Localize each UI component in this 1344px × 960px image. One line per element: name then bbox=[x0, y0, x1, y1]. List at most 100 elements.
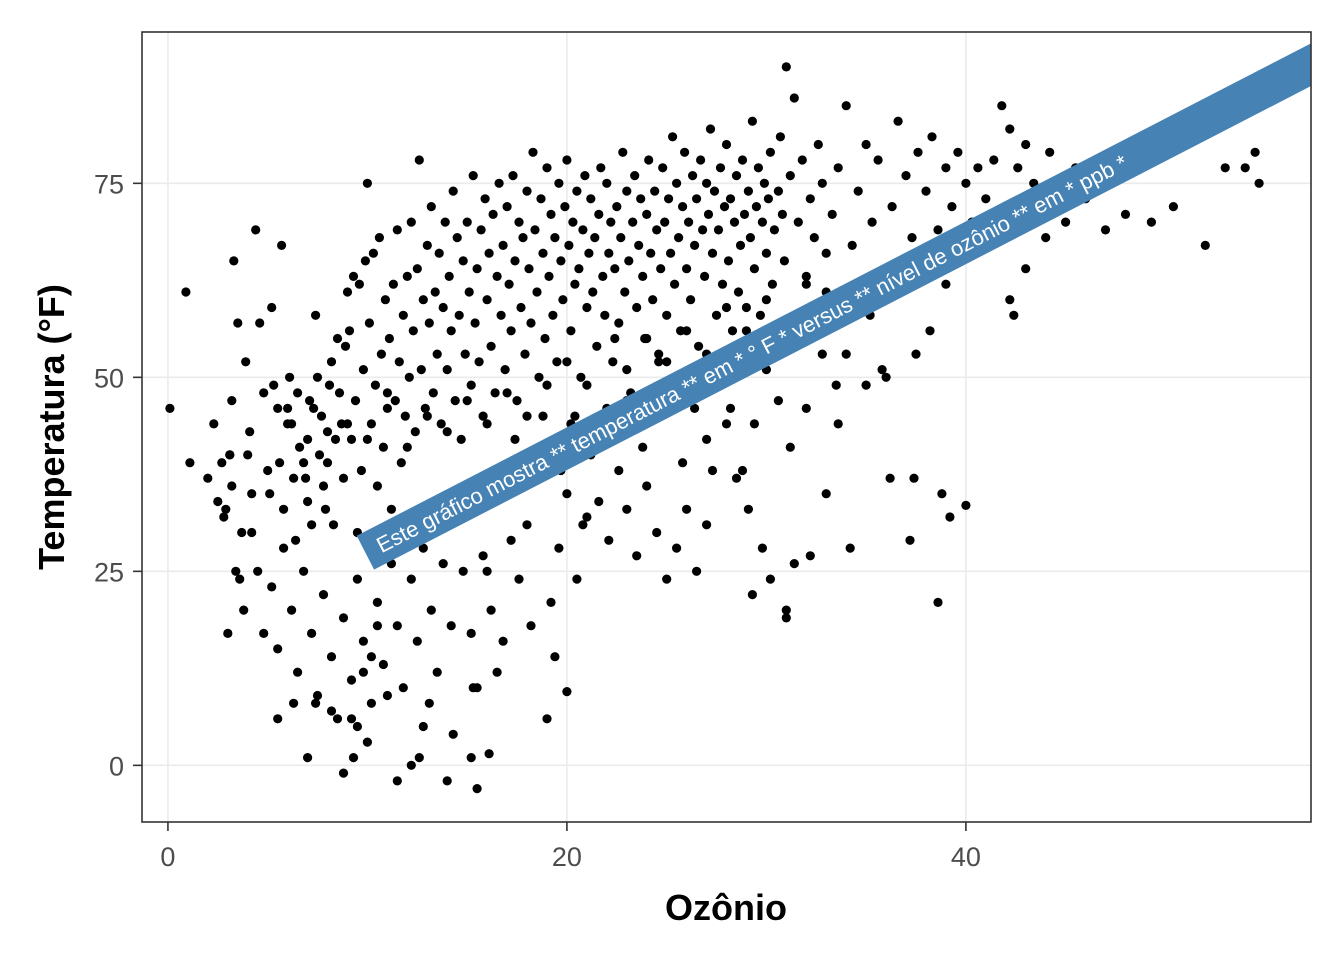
data-point bbox=[348, 753, 359, 763]
data-point bbox=[328, 520, 339, 530]
data-point bbox=[346, 434, 357, 444]
data-point bbox=[452, 233, 462, 243]
data-point bbox=[436, 419, 446, 429]
data-point bbox=[350, 396, 361, 406]
data-point bbox=[372, 481, 382, 491]
data-point bbox=[466, 380, 476, 390]
data-point bbox=[785, 442, 795, 452]
data-point bbox=[372, 597, 382, 608]
data-points bbox=[165, 62, 1264, 794]
data-point bbox=[221, 504, 231, 514]
data-point bbox=[664, 194, 674, 204]
x-tick-label: 20 bbox=[552, 842, 582, 872]
data-point bbox=[235, 574, 245, 584]
data-point bbox=[905, 535, 915, 545]
data-point bbox=[813, 139, 823, 150]
data-point bbox=[227, 396, 237, 406]
data-point bbox=[277, 240, 287, 250]
data-point bbox=[833, 419, 843, 429]
data-point bbox=[747, 116, 758, 126]
data-point bbox=[652, 527, 662, 538]
data-point bbox=[312, 372, 323, 382]
data-point bbox=[352, 574, 362, 584]
data-point bbox=[203, 473, 213, 483]
data-point bbox=[466, 628, 476, 639]
data-point bbox=[688, 171, 698, 181]
data-point bbox=[446, 621, 456, 631]
data-point bbox=[456, 434, 466, 444]
data-point bbox=[476, 225, 486, 235]
data-point bbox=[622, 365, 632, 375]
data-point bbox=[638, 271, 648, 281]
data-point bbox=[785, 171, 795, 181]
data-point bbox=[470, 318, 480, 328]
data-point bbox=[731, 473, 742, 483]
data-point bbox=[656, 264, 666, 274]
data-point bbox=[472, 784, 482, 794]
data-point bbox=[402, 271, 412, 281]
data-point bbox=[414, 155, 424, 165]
data-point bbox=[650, 186, 660, 196]
data-point bbox=[528, 147, 538, 157]
data-point bbox=[514, 217, 524, 227]
data-point bbox=[311, 310, 321, 320]
data-point bbox=[711, 310, 722, 320]
data-point bbox=[392, 621, 402, 631]
data-point bbox=[460, 349, 470, 359]
data-point bbox=[761, 248, 772, 258]
data-point bbox=[342, 287, 353, 297]
data-point bbox=[861, 380, 871, 390]
data-point bbox=[390, 396, 400, 406]
data-point bbox=[763, 194, 774, 204]
data-point bbox=[1013, 163, 1023, 173]
data-point bbox=[702, 520, 712, 530]
data-point bbox=[494, 178, 504, 188]
data-point bbox=[809, 233, 819, 243]
data-point bbox=[318, 590, 329, 600]
data-point bbox=[486, 341, 496, 351]
data-point bbox=[534, 372, 544, 382]
data-point bbox=[518, 233, 528, 243]
data-point bbox=[418, 721, 428, 732]
data-point bbox=[1250, 147, 1260, 157]
data-point bbox=[801, 271, 811, 281]
data-point bbox=[566, 326, 576, 336]
data-point bbox=[765, 574, 776, 584]
data-point bbox=[309, 403, 319, 413]
data-point bbox=[1045, 147, 1055, 157]
data-point bbox=[1041, 233, 1051, 243]
data-point bbox=[512, 396, 522, 406]
data-point bbox=[482, 295, 492, 305]
data-point bbox=[582, 302, 592, 313]
data-point bbox=[247, 489, 257, 499]
data-point bbox=[498, 240, 508, 250]
data-point bbox=[432, 349, 442, 359]
data-point bbox=[721, 302, 732, 313]
data-point bbox=[853, 186, 863, 196]
data-point bbox=[380, 295, 390, 305]
data-point bbox=[289, 698, 299, 708]
data-point bbox=[320, 504, 331, 514]
data-point bbox=[468, 171, 478, 181]
data-point bbox=[213, 496, 223, 507]
data-point bbox=[358, 636, 368, 646]
data-point bbox=[558, 295, 568, 305]
data-point bbox=[223, 628, 233, 639]
data-point bbox=[947, 202, 957, 212]
data-point bbox=[628, 217, 638, 227]
data-point bbox=[442, 427, 452, 437]
data-point bbox=[464, 287, 474, 297]
data-point bbox=[632, 302, 642, 313]
data-point bbox=[227, 481, 237, 491]
data-point bbox=[253, 566, 263, 576]
data-point bbox=[769, 225, 780, 235]
data-point bbox=[233, 318, 243, 328]
data-point bbox=[396, 458, 406, 468]
data-point bbox=[484, 749, 494, 759]
data-point bbox=[821, 248, 831, 258]
data-point bbox=[608, 357, 618, 367]
data-point bbox=[652, 225, 662, 235]
data-point bbox=[801, 279, 811, 289]
data-point bbox=[562, 489, 572, 499]
data-point bbox=[458, 566, 468, 576]
